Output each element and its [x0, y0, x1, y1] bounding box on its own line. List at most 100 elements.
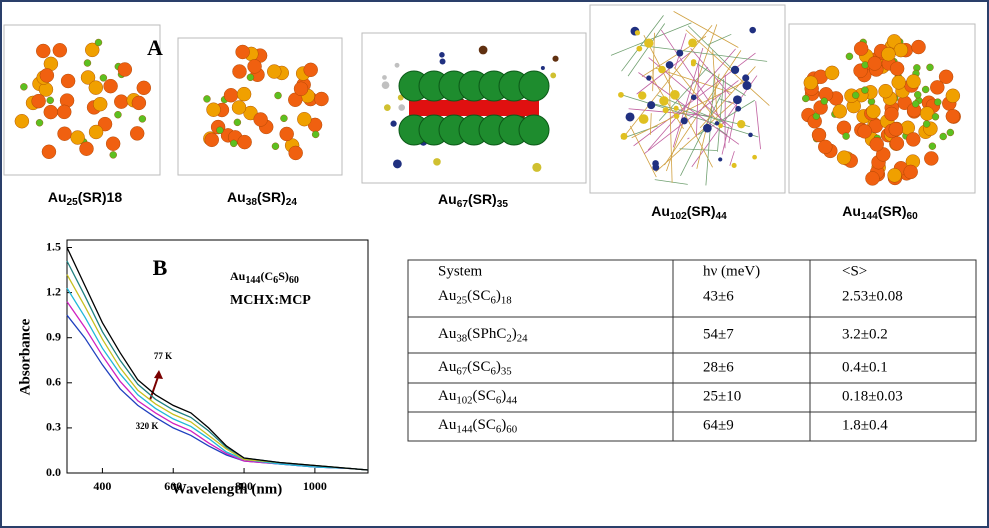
formula-part: (C	[260, 269, 273, 283]
subscript: 6	[496, 424, 502, 436]
atom	[311, 130, 320, 139]
wire	[629, 125, 657, 178]
atom	[946, 128, 955, 137]
atom	[737, 120, 746, 129]
atom	[203, 95, 211, 103]
wire	[655, 67, 733, 94]
subscript: 60	[506, 424, 517, 436]
wire	[636, 51, 692, 95]
atom	[274, 91, 282, 100]
table-grid	[407, 259, 977, 442]
atom	[31, 93, 46, 109]
atom	[41, 144, 57, 159]
formula-part: Au	[438, 388, 457, 404]
atom	[288, 145, 303, 161]
atom	[52, 43, 68, 58]
formula-part: )	[496, 359, 501, 375]
atom	[70, 130, 85, 145]
atom	[893, 42, 909, 58]
wire	[673, 11, 739, 48]
atom	[802, 94, 810, 103]
subscript: 25	[67, 197, 79, 208]
subscript: 60	[907, 211, 919, 222]
atom	[43, 104, 58, 120]
atom	[532, 162, 542, 172]
atom	[20, 83, 28, 91]
atom	[673, 113, 680, 119]
atom	[439, 58, 446, 65]
formula-part: (SR)18	[78, 189, 123, 205]
atom	[820, 97, 828, 105]
formula: Au144(SC6)60	[438, 417, 517, 436]
formula: Au144(C6S)60	[230, 269, 299, 287]
atom	[231, 100, 247, 115]
subscript: 6	[490, 295, 496, 307]
core	[409, 100, 539, 116]
subscript: 2	[506, 333, 511, 345]
atom	[903, 164, 918, 180]
subscript: 67	[456, 366, 467, 378]
table-cell: 3.2±0.2	[842, 326, 888, 342]
y-tick-label: 1.2	[46, 284, 61, 298]
atom	[861, 61, 869, 69]
y-tick-label: 0.9	[46, 329, 61, 343]
atom	[223, 88, 239, 103]
spectrum-line	[66, 247, 369, 471]
atom	[271, 142, 280, 150]
wire	[728, 103, 738, 144]
x-tick-label: 600	[164, 479, 182, 493]
atom	[914, 91, 922, 99]
formula: Au144(SR)60	[842, 203, 918, 222]
atom	[945, 109, 961, 124]
atom	[88, 80, 104, 95]
atom	[888, 122, 903, 137]
table-header: hν (meV)	[703, 263, 760, 279]
atom	[646, 75, 652, 81]
subscript: 24	[517, 333, 528, 345]
atom	[731, 162, 737, 168]
atom	[638, 91, 647, 100]
atom	[690, 94, 697, 101]
atom	[105, 136, 121, 151]
atom	[869, 137, 884, 152]
atom	[552, 55, 559, 62]
table-cell: 43±6	[703, 288, 734, 304]
x-axis-title: Wavelength (nm)	[172, 481, 282, 497]
atom	[39, 68, 55, 83]
wire	[696, 63, 700, 136]
formula: Au25(SR)18	[48, 189, 122, 208]
spectrum-line	[66, 287, 369, 471]
formula-part: (SR)	[257, 189, 286, 205]
atom	[620, 132, 628, 140]
formula-part: Au	[438, 191, 457, 207]
atom	[832, 104, 847, 119]
atom	[233, 118, 242, 127]
atom	[131, 95, 147, 111]
atom	[79, 141, 94, 156]
wire	[649, 113, 652, 135]
wire	[650, 102, 750, 128]
x-tick-label: 400	[93, 479, 111, 493]
atom	[206, 102, 221, 117]
atom	[676, 49, 684, 57]
subscript: 144	[456, 424, 473, 436]
table-cell: 0.4±0.1	[842, 359, 888, 375]
atom	[129, 126, 145, 141]
subscript: 144	[245, 276, 260, 287]
atom	[803, 75, 818, 90]
atom	[439, 52, 445, 58]
atom	[659, 96, 669, 106]
atom	[811, 127, 827, 143]
formula-part: Au	[438, 326, 457, 342]
atom	[939, 132, 947, 141]
formula-part: (SC	[473, 417, 496, 433]
wire	[685, 29, 770, 106]
atom	[836, 120, 852, 135]
atom	[83, 59, 92, 67]
atom	[433, 158, 441, 166]
atom	[662, 107, 669, 114]
atom	[230, 139, 238, 148]
atom	[216, 126, 224, 134]
subscript: 24	[286, 197, 298, 208]
